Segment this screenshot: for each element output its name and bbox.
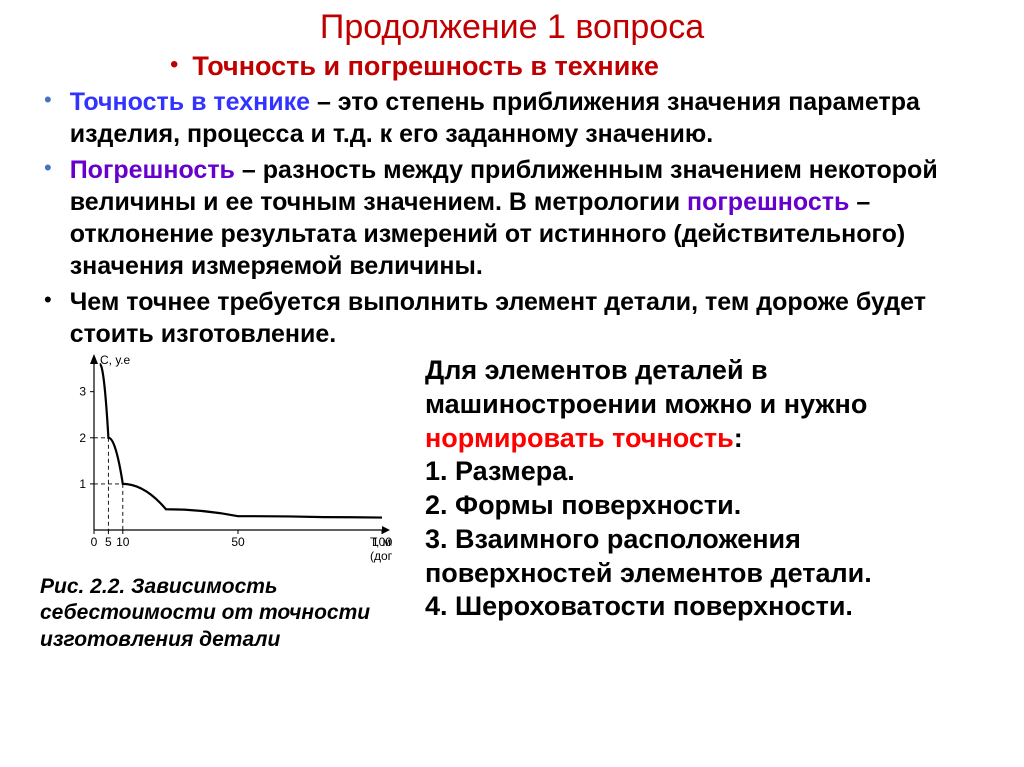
bullet-icon: • (44, 86, 52, 150)
normalize-item-3: 3. Взаимного расположения поверхностей э… (425, 523, 984, 591)
svg-text:10: 10 (116, 535, 130, 549)
bullet-icon: • (44, 154, 52, 282)
chart-column: 123051050100С, у.еТ, мкм(допуск) Рис. 2.… (40, 354, 425, 653)
definition-text: Погрешность – разность между приближенны… (70, 154, 984, 282)
svg-text:С, у.е: С, у.е (100, 353, 130, 367)
normalize-intro: Для элементов деталей в машиностроении м… (425, 354, 984, 455)
normalize-item-4: 4. Шероховатости поверхности. (425, 590, 984, 624)
svg-text:(допуск): (допуск) (370, 549, 392, 563)
slide-title: Продолжение 1 вопроса (40, 8, 984, 47)
definition-accuracy: • Точность в технике – это степень прибл… (40, 86, 984, 150)
definitions-list: • Точность в технике – это степень прибл… (40, 86, 984, 350)
chart-caption: Рис. 2.2. Зависимость себестоимости от т… (40, 574, 425, 653)
svg-text:1: 1 (79, 477, 86, 491)
svg-text:3: 3 (79, 385, 86, 399)
definition-text: Чем точнее требуется выполнить элемент д… (70, 286, 984, 350)
definition-error: • Погрешность – разность между приближен… (40, 154, 984, 282)
svg-text:2: 2 (79, 431, 86, 445)
term-error-1: Погрешность (70, 156, 235, 184)
slide-subtitle: Точность и погрешность в технике (192, 51, 658, 82)
definition-cost: • Чем точнее требуется выполнить элемент… (40, 286, 984, 350)
normalize-highlight: нормировать точность (425, 423, 734, 453)
normalize-item-2: 2. Формы поверхности. (425, 489, 984, 523)
svg-text:50: 50 (231, 535, 245, 549)
definition-text: Точность в технике – это степень приближ… (70, 86, 984, 150)
normalize-list: Для элементов деталей в машиностроении м… (425, 354, 984, 653)
svg-text:Т, мкм: Т, мкм (370, 535, 392, 549)
term-accuracy: Точность в технике (70, 88, 310, 116)
lower-section: 123051050100С, у.еТ, мкм(допуск) Рис. 2.… (40, 354, 984, 653)
cost-accuracy-chart: 123051050100С, у.еТ, мкм(допуск) (52, 350, 392, 570)
subtitle-bullet: • (170, 51, 178, 82)
svg-text:5: 5 (105, 535, 112, 549)
normalize-item-1: 1. Размера. (425, 455, 984, 489)
svg-text:0: 0 (91, 535, 98, 549)
bullet-icon: • (44, 286, 52, 350)
chart-svg: 123051050100С, у.еТ, мкм(допуск) (52, 350, 392, 570)
term-error-2: погрешность (687, 188, 849, 216)
subtitle-row: • Точность и погрешность в технике (170, 51, 984, 82)
